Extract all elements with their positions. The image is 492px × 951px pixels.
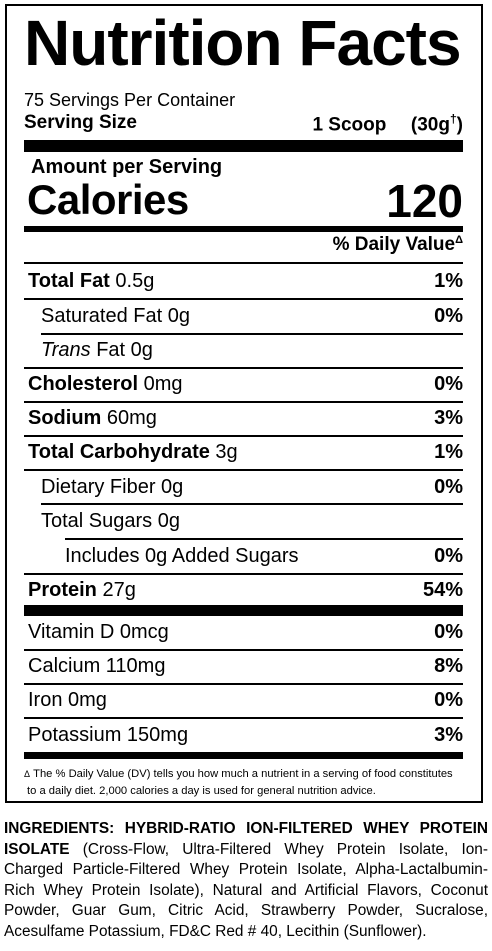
panel-title: Nutrition Facts bbox=[24, 7, 462, 79]
row-divider bbox=[24, 683, 463, 685]
nutrient-row-sodium: Sodium 60mg 3% bbox=[24, 401, 463, 435]
nutrient-name: Total Carbohydrate bbox=[28, 441, 210, 463]
nutrient-row-total-carbohydrate: Total Carbohydrate 3g 1% bbox=[24, 435, 463, 469]
nutrient-dv: 0% bbox=[434, 373, 463, 395]
serving-size-scoop: 1 Scoop bbox=[312, 114, 387, 136]
ingredients-heading: INGREDIENTS: HYBRID-RATIO ION-FILTERED W… bbox=[4, 820, 488, 858]
nutrient-name: Saturated Fat 0g bbox=[41, 305, 190, 327]
row-divider bbox=[24, 298, 463, 300]
nutrient-label: Trans Fat 0g bbox=[41, 333, 153, 367]
nutrient-row-total-sugars: Total Sugars 0g bbox=[24, 504, 463, 538]
vitamin-name: Calcium 110mg bbox=[28, 655, 166, 677]
calories-label: Calories bbox=[27, 176, 189, 223]
nutrient-row-added-sugars: Includes 0g Added Sugars 0% bbox=[24, 539, 463, 573]
footnote-line-1: Δ The % Daily Value (DV) tells you how m… bbox=[24, 766, 469, 783]
calories-value: 120 bbox=[386, 175, 463, 227]
vitamin-name: Iron 0mg bbox=[28, 689, 107, 711]
vitamin-dv: 0% bbox=[434, 689, 463, 711]
thick-divider bbox=[24, 605, 463, 616]
row-divider bbox=[65, 538, 463, 540]
serving-size-label: Serving Size bbox=[24, 112, 137, 133]
nutrient-dv: 1% bbox=[434, 441, 463, 463]
nutrient-label: Protein 27g bbox=[28, 573, 136, 607]
row-divider bbox=[24, 435, 463, 437]
vitamin-row-vitamin-d: Vitamin D 0mcg 0% bbox=[24, 615, 463, 649]
footnote-line-2: to a daily diet. 2,000 calories a day is… bbox=[27, 785, 376, 797]
vitamin-row-iron: Iron 0mg 0% bbox=[24, 683, 463, 717]
nutrient-amount: 0.5g bbox=[109, 270, 155, 292]
nutrient-label: Cholesterol 0mg bbox=[28, 367, 183, 401]
nutrient-amount: Fat 0g bbox=[90, 339, 153, 361]
nutrient-amount: 27g bbox=[96, 579, 136, 601]
vitamin-dv: 8% bbox=[434, 655, 463, 677]
row-divider bbox=[41, 333, 463, 335]
dagger-mark: † bbox=[449, 112, 457, 126]
footnote-text-1: The % Daily Value (DV) tells you how muc… bbox=[33, 768, 453, 780]
nutrient-amount: 60mg bbox=[101, 407, 157, 429]
row-divider bbox=[41, 503, 463, 505]
nutrient-name: Includes 0g Added Sugars bbox=[65, 545, 299, 567]
ingredients-text: (Cross-Flow, Ultra-Filtered Whey Protein… bbox=[4, 840, 488, 940]
vitamin-row-calcium: Calcium 110mg 8% bbox=[24, 649, 463, 683]
nutrient-dv: 54% bbox=[422, 579, 463, 601]
nutrient-dv: 1% bbox=[434, 270, 463, 292]
nutrient-row-trans-fat: Trans Fat 0g bbox=[24, 333, 463, 367]
nutrient-row-saturated-fat: Saturated Fat 0g 0% bbox=[24, 299, 463, 333]
vitamin-name: Potassium 150mg bbox=[28, 724, 189, 746]
footnote-delta-mark: Δ bbox=[24, 769, 31, 779]
ingredients-statement: INGREDIENTS: HYBRID-RATIO ION-FILTERED W… bbox=[4, 819, 488, 942]
nutrient-name: Total Sugars 0g bbox=[41, 510, 180, 532]
daily-value-footnote: Δ The % Daily Value (DV) tells you how m… bbox=[24, 766, 469, 800]
row-divider bbox=[24, 717, 463, 719]
row-divider bbox=[24, 469, 463, 471]
nutrition-facts-panel bbox=[5, 4, 483, 803]
nutrient-dv: 3% bbox=[434, 407, 463, 429]
nutrient-row-total-fat: Total Fat 0.5g 1% bbox=[24, 264, 463, 298]
amount-per-serving: Amount per Serving bbox=[31, 156, 223, 178]
vitamin-dv: 3% bbox=[434, 724, 463, 746]
serving-size-value: 1 Scoop (30g†) bbox=[312, 112, 463, 136]
nutrient-name: Sodium bbox=[28, 407, 102, 429]
nutrient-label: Total Carbohydrate 3g bbox=[28, 435, 238, 469]
nutrient-label: Sodium 60mg bbox=[28, 401, 157, 435]
serving-size-close: ) bbox=[456, 114, 463, 136]
nutrient-amount: 3g bbox=[209, 441, 238, 463]
thick-divider bbox=[24, 140, 463, 152]
row-divider bbox=[24, 573, 463, 575]
daily-value-text: % Daily Value bbox=[332, 234, 456, 255]
row-divider bbox=[24, 367, 463, 369]
nutrient-name: Trans bbox=[41, 339, 91, 361]
serving-size-grams: (30g bbox=[410, 114, 450, 136]
vitamin-name: Vitamin D 0mcg bbox=[28, 621, 169, 643]
medium-divider bbox=[24, 752, 463, 759]
delta-mark: Δ bbox=[455, 234, 463, 246]
daily-value-header: % Daily ValueΔ bbox=[333, 234, 463, 256]
medium-divider bbox=[24, 226, 463, 232]
row-divider bbox=[24, 262, 463, 264]
row-divider bbox=[24, 401, 463, 403]
nutrient-name: Total Fat bbox=[28, 270, 110, 292]
servings-per-container: 75 Servings Per Container bbox=[24, 90, 236, 110]
nutrient-label: Total Fat 0.5g bbox=[28, 264, 154, 298]
nutrient-name: Dietary Fiber 0g bbox=[41, 476, 184, 498]
nutrient-row-cholesterol: Cholesterol 0mg 0% bbox=[24, 367, 463, 401]
nutrient-dv: 0% bbox=[434, 476, 463, 498]
nutrient-name: Cholesterol bbox=[28, 373, 139, 395]
vitamin-dv: 0% bbox=[434, 621, 463, 643]
nutrient-row-protein: Protein 27g 54% bbox=[24, 573, 463, 607]
row-divider bbox=[24, 649, 463, 651]
nutrient-dv: 0% bbox=[434, 545, 463, 567]
vitamin-row-potassium: Potassium 150mg 3% bbox=[24, 718, 463, 752]
nutrient-row-dietary-fiber: Dietary Fiber 0g 0% bbox=[24, 470, 463, 504]
nutrient-name: Protein bbox=[28, 579, 97, 601]
nutrient-amount: 0mg bbox=[138, 373, 183, 395]
nutrient-dv: 0% bbox=[434, 305, 463, 327]
